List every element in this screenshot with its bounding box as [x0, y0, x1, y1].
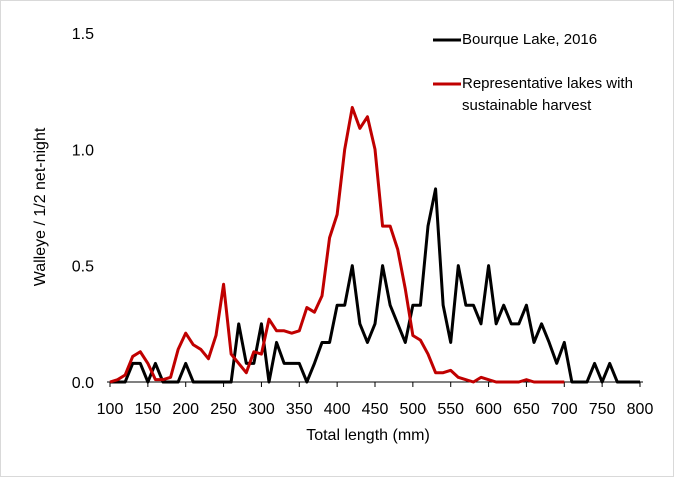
x-tick-label: 150: [135, 401, 162, 418]
legend-item: Bourque Lake, 2016: [462, 31, 598, 48]
x-tick-label: 350: [286, 401, 313, 418]
x-tick-label: 500: [400, 401, 427, 418]
x-tick-label: 650: [513, 401, 540, 418]
x-tick-label: 700: [551, 401, 578, 418]
legend-label: Representative lakes with sustainable ha…: [462, 75, 633, 114]
x-tick-label: 600: [475, 401, 502, 418]
x-tick-label: 200: [172, 401, 199, 418]
x-tick-label: 450: [362, 401, 389, 418]
x-tick-label: 250: [210, 401, 237, 418]
data-line: [110, 187, 640, 384]
x-tick-label: 550: [437, 401, 464, 418]
y-axis-label: Walleye / 1/2 net-night: [32, 127, 49, 286]
legend-label: Bourque Lake, 2016: [462, 31, 598, 48]
x-axis-label: Total length (mm): [306, 427, 430, 444]
y-tick-label: 1.0: [72, 142, 94, 159]
y-tick-label: 1.5: [72, 26, 94, 43]
x-tick-label: 300: [248, 401, 275, 418]
x-tick-label: 400: [324, 401, 351, 418]
legend-item: Representative lakes with sustainable ha…: [462, 75, 633, 114]
x-tick-label: 800: [627, 401, 654, 418]
data-line: [109, 105, 565, 384]
x-tick-label: 100: [97, 401, 124, 418]
y-tick-label: 0.5: [72, 259, 94, 276]
x-tick-label: 750: [589, 401, 616, 418]
y-tick-label: 0.0: [72, 375, 94, 392]
